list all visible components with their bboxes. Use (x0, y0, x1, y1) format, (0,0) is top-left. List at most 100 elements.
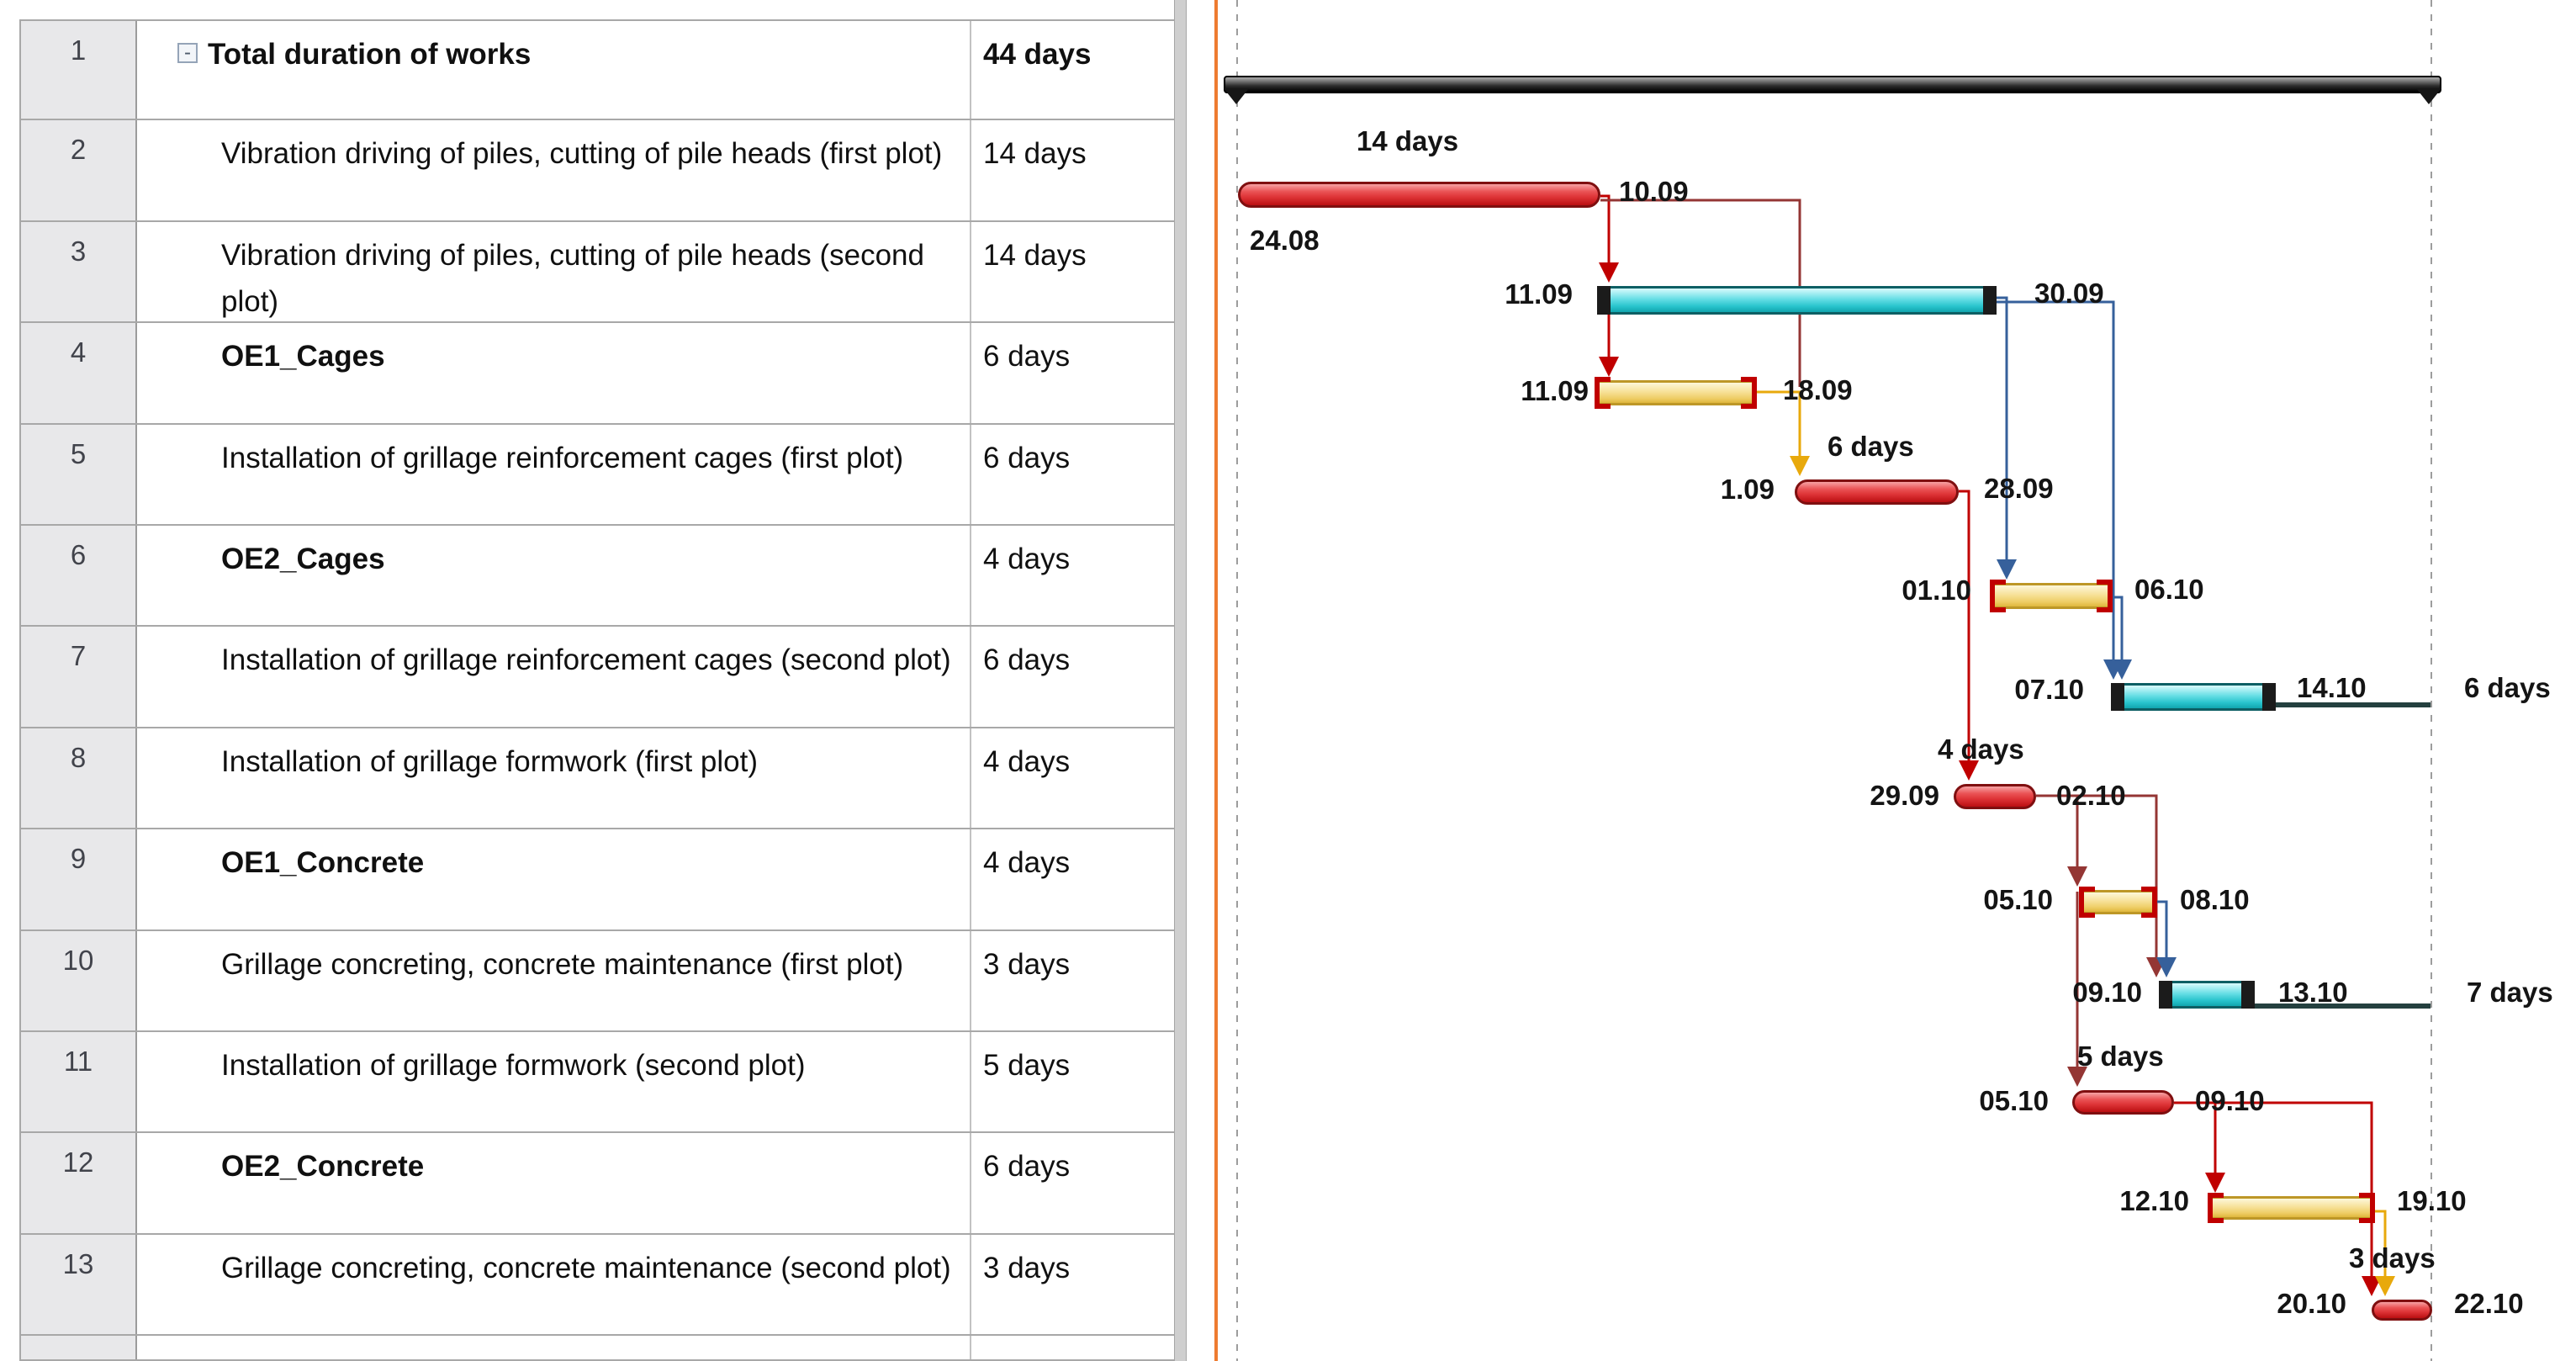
table-row[interactable]: 4 OE1_Cages 6 days (19, 323, 1174, 425)
task-name: Grillage concreting, concrete maintenanc… (221, 1251, 951, 1284)
task-duration-cell: 6 days (983, 643, 1071, 677)
gantt-label: 14.10 (2297, 672, 2367, 704)
task-name-cell: Installation of grillage reinforcement c… (137, 627, 971, 727)
task-duration-cell: 3 days (983, 1251, 1071, 1284)
task-name-cell (137, 1336, 971, 1359)
task-name-cell: - Total duration of works (137, 21, 971, 119)
gantt-label: 08.10 (2180, 884, 2250, 916)
gantt-label: 12.10 (2119, 1185, 2189, 1217)
dependency-link (1997, 296, 2017, 580)
table-row[interactable]: 13 Grillage concreting, concrete maintena… (19, 1234, 1174, 1337)
gantt-label: 07.10 (2014, 674, 2084, 706)
table-row[interactable]: 10 Grillage concreting, concrete maintena… (19, 930, 1174, 1032)
table-row[interactable]: 9 OE1_Concrete 4 days (19, 829, 1174, 931)
gantt-label: 3 days (2349, 1242, 2436, 1274)
gantt-label: 05.10 (1979, 1085, 2049, 1117)
task-name-cell: OE1_Concrete (137, 829, 971, 929)
gantt-bar-row-6[interactable] (1990, 580, 2113, 612)
task-duration-cell: 14 days (983, 137, 1087, 171)
gantt-bar-row-7[interactable] (2111, 683, 2276, 711)
row-id-cell: 2 (19, 120, 137, 220)
gantt-bar-row-3[interactable] (1597, 286, 1997, 315)
gantt-bar-row-9[interactable] (2079, 887, 2157, 918)
task-duration-cell: 6 days (983, 441, 1071, 474)
dependency-link (2036, 794, 2166, 977)
gantt-label: 11.09 (1505, 278, 1573, 310)
table-row[interactable]: 7 Installation of grillage reinforcement … (19, 627, 1174, 728)
task-name-cell: OE1_Cages (137, 323, 971, 423)
gantt-bar-row-1[interactable] (1224, 76, 2441, 104)
row-id-cell: 7 (19, 627, 137, 727)
table-row[interactable]: 1- Total duration of works 44 days (19, 19, 1174, 121)
row-id-cell: 4 (19, 323, 137, 423)
task-name-cell: OE2_Concrete (137, 1133, 971, 1233)
task-name-cell: Installation of grillage reinforcement c… (137, 424, 971, 524)
gantt-label: 09.10 (2195, 1085, 2265, 1117)
table-row[interactable]: 11 Installation of grillage formwork (sec… (19, 1032, 1174, 1134)
task-name-cell: Installation of grillage formwork (first… (137, 728, 971, 829)
task-name: Vibration driving of piles, cutting of p… (221, 137, 943, 171)
gantt-label: 19.10 (2397, 1185, 2467, 1217)
gantt-bar-row-4[interactable] (1595, 377, 1757, 409)
table-row-partial (19, 1336, 1174, 1361)
pane-border-strip (1174, 0, 1187, 1361)
row-id-cell: 9 (19, 829, 137, 929)
task-name-cell: Vibration driving of piles, cutting of p… (137, 120, 971, 220)
row-id-cell: 6 (19, 526, 137, 626)
row-id-cell: 10 (19, 930, 137, 1030)
task-name: Installation of grillage reinforcement c… (221, 643, 951, 677)
gantt-label: 11.09 (1521, 375, 1589, 407)
task-name: OE2_Cages (221, 543, 385, 575)
gantt-label: 10.09 (1619, 176, 1689, 208)
table-row[interactable]: 12 OE2_Concrete 6 days (19, 1133, 1174, 1235)
task-duration-cell: 14 days (983, 238, 1087, 272)
table-row[interactable]: 5 Installation of grillage reinforcement … (19, 424, 1174, 526)
task-name-cell: Grillage concreting, concrete maintenanc… (137, 1234, 971, 1335)
gantt-bar-row-13[interactable] (2372, 1300, 2432, 1321)
task-name: Installation of grillage formwork (first… (221, 744, 758, 778)
task-duration-cell: 4 days (983, 543, 1071, 575)
task-duration-cell: 3 days (983, 947, 1071, 981)
gantt-label: 22.10 (2454, 1288, 2524, 1320)
row-id-cell: 11 (19, 1032, 137, 1132)
table-row[interactable]: 2 Vibration driving of piles, cutting of … (19, 120, 1174, 222)
gantt-label: 01.10 (1902, 575, 1971, 606)
task-duration-cell: 4 days (983, 846, 1071, 880)
task-duration-cell: 5 days (983, 1049, 1071, 1082)
task-duration-cell (971, 1336, 1174, 1359)
gantt-label: 5 days (2077, 1041, 2164, 1072)
gantt-label: 18.09 (1783, 374, 1853, 406)
gantt-label: 09.10 (2072, 977, 2142, 1009)
task-name-cell: Grillage concreting, concrete maintenanc… (137, 930, 971, 1030)
task-duration-cell: 6 days (983, 340, 1071, 373)
task-name: Installation of grillage formwork (secon… (221, 1049, 806, 1082)
gantt-label: 02.10 (2056, 780, 2126, 812)
gantt-bar-row-5[interactable] (1795, 479, 1959, 505)
task-duration-cell: 44 days (983, 38, 1092, 71)
row-id-cell: 13 (19, 1234, 137, 1335)
task-duration-cell: 4 days (983, 744, 1071, 778)
table-row[interactable]: 3 Vibration driving of piles, cutting of … (19, 221, 1174, 324)
task-duration-cell: 6 days (983, 1150, 1071, 1184)
table-row[interactable]: 8 Installation of grillage formwork (firs… (19, 728, 1174, 830)
table-row[interactable]: 6 OE2_Cages 4 days (19, 526, 1174, 628)
gantt-gridline (2431, 0, 2432, 1361)
pane-divider-line[interactable] (1214, 0, 1218, 1361)
gantt-bar-row-10[interactable] (2159, 981, 2255, 1009)
task-name: Total duration of works (208, 38, 532, 71)
gantt-label: 6 days (1828, 431, 1914, 463)
gantt-bar-row-8[interactable] (1954, 784, 2036, 809)
gantt-bar-row-2[interactable] (1238, 182, 1600, 208)
gantt-label: 13.10 (2278, 977, 2348, 1009)
gantt-label: 30.09 (2034, 278, 2104, 310)
row-id-cell: 3 (19, 221, 137, 322)
gantt-bar-row-11[interactable] (2072, 1090, 2174, 1115)
gantt-label: 28.09 (1984, 473, 2054, 505)
dependency-link (1599, 194, 1619, 283)
row-id-cell: 5 (19, 424, 137, 524)
gantt-label: 29.09 (1870, 780, 1939, 812)
gantt-bar-row-12[interactable] (2208, 1193, 2375, 1223)
task-name-cell: OE2_Cages (137, 526, 971, 626)
collapse-icon[interactable]: - (177, 43, 198, 63)
